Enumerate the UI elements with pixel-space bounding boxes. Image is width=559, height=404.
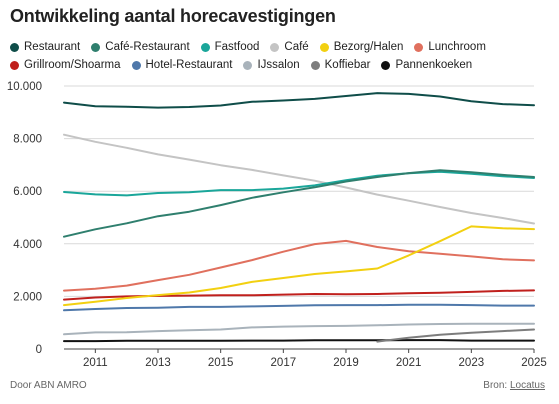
legend-item-pannenkoeken: Pannenkoeken: [381, 59, 472, 71]
series-line-koffiebar: [376, 328, 535, 343]
x-tick-label: 2017: [271, 357, 297, 369]
series-line-fastfood: [63, 170, 535, 197]
footer-credit: Door ABN AMRO: [10, 380, 87, 391]
y-tick-label: 4.000: [13, 239, 42, 251]
legend-label-caf: Café: [284, 41, 309, 53]
legend-label-koffiebar: Koffiebar: [324, 59, 371, 71]
footer-source: Bron: Locatus: [483, 380, 545, 391]
series-line-restaurant: [63, 92, 535, 109]
series-line-pannenkoeken: [63, 339, 535, 343]
legend-swatch-fastfood: [200, 42, 210, 52]
series-line-caf-restaurant: [63, 169, 535, 238]
legend-swatch-caf-restaurant: [91, 42, 101, 52]
legend-swatch-restaurant: [10, 42, 19, 52]
legend-item-hotel-restaurant: Hotel-Restaurant: [131, 59, 233, 71]
legend-item-ijssalon: IJssalon: [243, 59, 300, 71]
legend-swatch-koffiebar: [310, 60, 320, 70]
legend-item-grillroom-shoarma: Grillroom/Shoarma: [10, 59, 121, 71]
series-line-bezorg-halen: [63, 225, 535, 307]
series-line-caf: [63, 133, 535, 225]
legend-label-lunchroom: Lunchroom: [428, 41, 486, 53]
legend-swatch-caf: [270, 42, 280, 52]
legend-swatch-pannenkoeken: [381, 60, 391, 70]
legend-label-ijssalon: IJssalon: [257, 59, 300, 71]
legend-label-pannenkoeken: Pannenkoeken: [395, 59, 473, 71]
source-prefix: Bron:: [483, 380, 510, 391]
legend-row-2: Grillroom/Shoarma Hotel-Restaurant IJssalo…: [10, 56, 555, 74]
legend-item-lunchroom: Lunchroom: [414, 41, 486, 53]
y-tick-label: 0: [36, 344, 42, 356]
series-line-hotel-restaurant: [63, 303, 535, 312]
legend-label-grillroom-shoarma: Grillroom/Shoarma: [24, 59, 121, 71]
x-tick-label: 2021: [396, 357, 422, 369]
x-tick-label: 2023: [459, 357, 485, 369]
legend-label-hotel-restaurant: Hotel-Restaurant: [145, 59, 233, 71]
legend-row-1: Restaurant Café-Restaurant Fastfood Café Bez…: [10, 38, 555, 56]
y-tick-label: 8.000: [13, 134, 42, 146]
y-tick-label: 10.000: [7, 81, 42, 93]
chart-title: Ontwikkeling aantal horecavestigingen: [10, 6, 336, 26]
legend-swatch-bezorg-halen: [319, 42, 329, 52]
source-link[interactable]: Locatus: [509, 380, 545, 391]
legend-swatch-grillroom-shoarma: [10, 60, 19, 70]
legend-label-restaurant: Restaurant: [24, 41, 81, 53]
legend-swatch-hotel-restaurant: [131, 60, 141, 70]
x-tick-label: 2025: [521, 357, 547, 369]
legend-label-fastfood: Fastfood: [214, 41, 260, 53]
legend-item-koffiebar: Koffiebar: [310, 59, 371, 71]
legend-item-bezorg-halen: Bezorg/Halen: [319, 41, 404, 53]
x-tick-label: 2019: [333, 357, 359, 369]
y-tick-label: 6.000: [13, 186, 42, 198]
series-line-lunchroom: [63, 239, 535, 292]
legend-label-caf-restaurant: Café-Restaurant: [105, 41, 190, 53]
legend-swatch-ijssalon: [243, 60, 253, 70]
legend-item-fastfood: Fastfood: [200, 41, 260, 53]
series-line-ijssalon: [63, 322, 535, 336]
legend-item-caf: Café: [270, 41, 309, 53]
x-tick-label: 2011: [83, 357, 108, 369]
y-tick-label: 2.000: [13, 291, 42, 303]
legend: Restaurant Café-Restaurant Fastfood Café Bez…: [10, 38, 555, 74]
x-tick-label: 2013: [145, 357, 171, 369]
legend-swatch-lunchroom: [414, 42, 424, 52]
legend-item-restaurant: Restaurant: [10, 41, 80, 53]
x-tick-label: 2015: [208, 357, 234, 369]
legend-item-caf-restaurant: Café-Restaurant: [91, 41, 190, 53]
legend-label-bezorg-halen: Bezorg/Halen: [333, 41, 404, 53]
